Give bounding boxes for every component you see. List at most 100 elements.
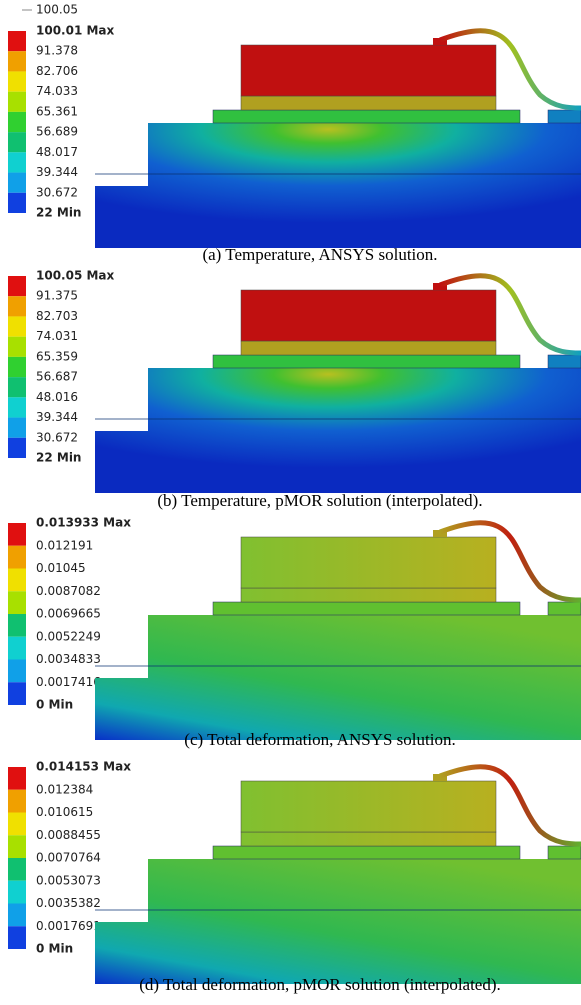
legend-swatch: [8, 926, 26, 949]
legend-swatch: [8, 91, 26, 112]
die: [240, 536, 497, 589]
die: [240, 289, 497, 342]
legend-label: 22 Min: [36, 451, 81, 465]
legend-swatch: [8, 377, 26, 398]
scene: [95, 273, 581, 493]
legend-swatch: [8, 132, 26, 153]
die-lower: [240, 95, 497, 111]
legend-label: 39.344: [36, 410, 78, 424]
legend-swatch: [8, 903, 26, 927]
legend-swatch: [8, 568, 26, 592]
wire: [439, 520, 581, 603]
legend-label: 91.375: [36, 289, 78, 303]
panel: 0.013933 Max 0.012191 0.01045 0.0087082 0.00…: [8, 516, 581, 749]
substrate: [95, 368, 581, 493]
legend-label: 100.05 Max: [36, 269, 115, 283]
legend-label: 0.012384: [36, 782, 93, 796]
pad-small: [547, 601, 581, 616]
substrate: [95, 615, 581, 740]
substrate: [95, 123, 581, 248]
legend-label: 30.672: [36, 185, 78, 199]
legend-label: 0 Min: [36, 698, 73, 712]
legend-label: 74.033: [36, 84, 78, 98]
legend-swatch: [8, 858, 26, 881]
caption: (c) Total deformation, ANSYS solution.: [184, 730, 455, 749]
legend-swatch: [8, 812, 26, 836]
legend-swatch: [8, 316, 26, 337]
legend-label: 0.0070764: [36, 851, 101, 865]
legend-swatch: [8, 437, 26, 458]
legend-swatch: [8, 614, 26, 637]
legend-label: 65.359: [36, 349, 78, 363]
die-lower: [240, 340, 497, 356]
legend-label: 22 Min: [36, 206, 81, 220]
legend-label: 48.016: [36, 390, 78, 404]
legend-swatch: [8, 880, 26, 904]
legend-swatch: [8, 523, 26, 546]
bond: [433, 38, 447, 45]
bond: [433, 283, 447, 290]
legend-swatch: [8, 192, 26, 213]
pad-small: [547, 354, 581, 369]
wire: [439, 273, 581, 356]
legend-label: 0.010615: [36, 805, 93, 819]
pad-small: [547, 109, 581, 124]
legend-label: 0.014153 Max: [36, 760, 131, 774]
die-lower: [240, 587, 497, 603]
legend-label: 0.01045: [36, 561, 86, 575]
legend-swatch: [8, 51, 26, 72]
legend-label: 0.0088455: [36, 828, 101, 842]
pad: [212, 845, 521, 860]
legend-swatch: [8, 789, 26, 813]
legend-swatch: [8, 545, 26, 569]
legend-swatch: [8, 835, 26, 858]
caption: (a) Temperature, ANSYS solution.: [202, 245, 437, 264]
legend-swatch: [8, 152, 26, 173]
legend-label: 100.05: [36, 3, 78, 17]
legend-label: 0.0035382: [36, 896, 101, 910]
legend-label: 91.378: [36, 44, 78, 58]
legend-label: 82.703: [36, 309, 78, 323]
legend-swatch: [8, 767, 26, 790]
legend-swatch: [8, 682, 26, 705]
legend-swatch: [8, 172, 26, 193]
legend-swatch: [8, 111, 26, 133]
panel: 100.05 Max 91.375 82.703 74.031 65.359 56.687…: [8, 269, 581, 510]
bond: [433, 774, 447, 781]
legend-swatch: [8, 356, 26, 378]
wire: [439, 28, 581, 111]
legend-label: 0.013933 Max: [36, 516, 131, 530]
legend-swatch: [8, 71, 26, 92]
substrate: [95, 859, 581, 984]
die-lower: [240, 831, 497, 847]
legend-swatch: [8, 397, 26, 418]
scene: [95, 28, 581, 248]
legend-label: 100.01 Max: [36, 24, 115, 38]
caption: (b) Temperature, pMOR solution (interpol…: [157, 491, 482, 510]
scene: [95, 764, 581, 984]
legend-swatch: [8, 591, 26, 614]
legend-label: 56.689: [36, 125, 78, 139]
panel: 0.014153 Max 0.012384 0.010615 0.0088455 0.0…: [8, 760, 581, 994]
legend-label: 0.0017691: [36, 919, 101, 933]
pad: [212, 601, 521, 616]
legend-swatch: [8, 31, 26, 52]
legend-label: 48.017: [36, 145, 78, 159]
die: [240, 780, 497, 833]
legend-label: 82.706: [36, 64, 78, 78]
legend-label: 56.687: [36, 370, 78, 384]
scene: [95, 520, 581, 740]
legend-swatch: [8, 659, 26, 683]
legend-swatch: [8, 336, 26, 357]
legend-label: 39.344: [36, 165, 78, 179]
legend-swatch: [8, 276, 26, 297]
pad-small: [547, 845, 581, 860]
legend-swatch: [8, 417, 26, 438]
legend-label: 74.031: [36, 329, 78, 343]
die: [240, 44, 497, 97]
legend-swatch: [8, 636, 26, 660]
legend-label: 30.672: [36, 430, 78, 444]
panel: 100.01 Max 91.378 82.706 74.033 65.361 56.689…: [8, 24, 581, 264]
legend-label: 0.0052249: [36, 629, 101, 643]
